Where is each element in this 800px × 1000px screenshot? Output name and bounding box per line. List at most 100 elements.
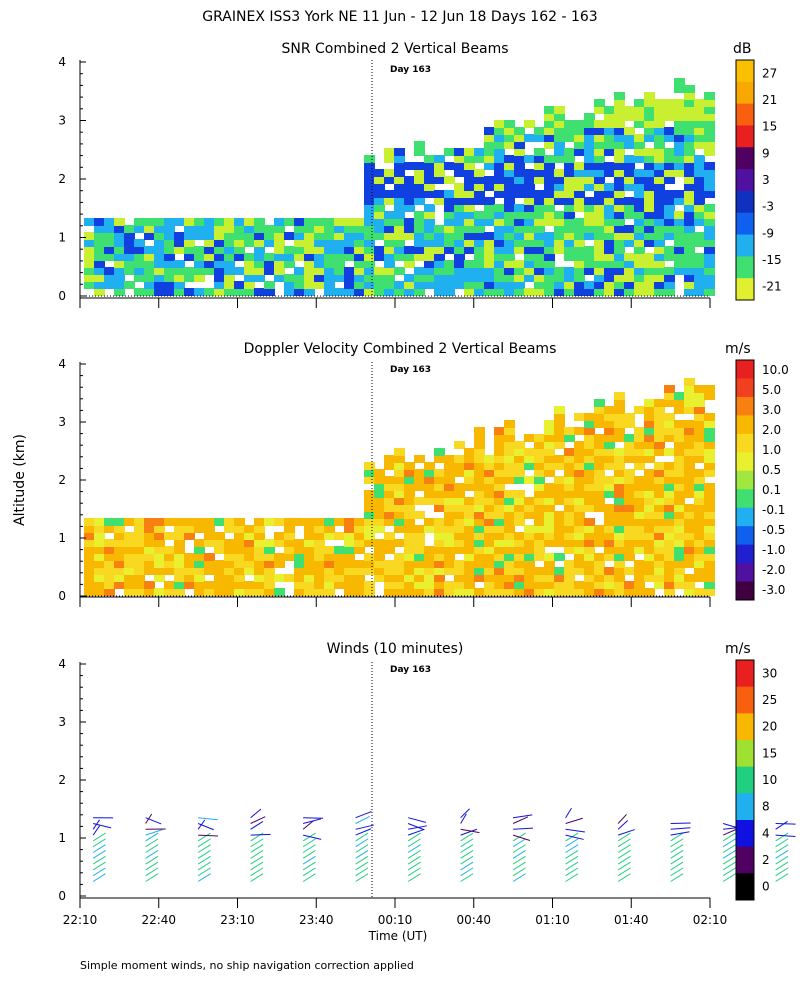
heatmap-cell <box>684 225 695 233</box>
heatmap-cell <box>604 225 615 233</box>
heatmap-cell <box>234 253 245 261</box>
heatmap-cell <box>674 420 685 428</box>
heatmap-cell <box>314 267 325 275</box>
heatmap-cell <box>584 413 595 421</box>
wind-barb <box>302 855 316 865</box>
colorbar-tick-label: -3 <box>762 200 774 214</box>
heatmap-cell <box>644 560 655 568</box>
heatmap-cell <box>394 267 405 275</box>
y-tick-label: 2 <box>58 172 66 186</box>
heatmap-cell <box>454 525 465 533</box>
heatmap-cell <box>474 274 485 282</box>
heatmap-cell <box>524 211 535 219</box>
heatmap-cell <box>644 155 655 163</box>
wind-barb <box>407 844 421 853</box>
heatmap-cell <box>534 518 545 526</box>
heatmap-cell <box>474 211 485 219</box>
heatmap-cell <box>684 427 695 435</box>
heatmap-cell <box>494 127 505 135</box>
heatmap-cell <box>314 539 325 547</box>
heatmap-cell <box>84 553 95 561</box>
heatmap-cell <box>694 420 705 428</box>
winds-colorbar-unit: m/s <box>725 641 751 657</box>
heatmap-cell <box>84 567 95 575</box>
wind-barb <box>460 850 474 859</box>
heatmap-cell <box>504 267 515 275</box>
heatmap-cell <box>94 567 105 575</box>
heatmap-cell <box>664 483 675 491</box>
heatmap-cell <box>494 553 505 561</box>
heatmap-cell <box>84 281 95 289</box>
heatmap-cell <box>164 274 175 282</box>
heatmap-cell <box>474 511 485 519</box>
heatmap-cell <box>384 581 395 589</box>
heatmap-cell <box>224 274 235 282</box>
heatmap-cell <box>494 518 505 526</box>
heatmap-cell <box>644 511 655 519</box>
heatmap-cell <box>684 553 695 561</box>
heatmap-cell <box>234 281 245 289</box>
colorbar-swatch <box>736 278 754 301</box>
heatmap-cell <box>84 539 95 547</box>
heatmap-cell <box>664 385 675 393</box>
heatmap-cell <box>184 581 195 589</box>
heatmap-cell <box>684 581 695 589</box>
heatmap-cell <box>414 246 425 254</box>
heatmap-cell <box>114 232 125 240</box>
heatmap-cell <box>334 246 345 254</box>
heatmap-cell <box>654 553 665 561</box>
heatmap-cell <box>454 162 465 170</box>
heatmap-cell <box>494 141 505 149</box>
heatmap-cell <box>684 253 695 261</box>
heatmap-cell <box>624 546 635 554</box>
heatmap-cell <box>514 448 525 456</box>
heatmap-cell <box>564 288 575 296</box>
heatmap-cell <box>194 525 205 533</box>
colorbar-tick-label: 3 <box>762 173 770 187</box>
heatmap-cell <box>294 274 305 282</box>
heatmap-cell <box>604 127 615 135</box>
heatmap-cell <box>594 574 605 582</box>
heatmap-cell <box>314 525 325 533</box>
heatmap-cell <box>624 176 635 184</box>
heatmap-cell <box>584 462 595 470</box>
colorbar-swatch <box>736 125 754 148</box>
wind-barb <box>250 816 266 824</box>
heatmap-cell <box>94 274 105 282</box>
heatmap-cell <box>464 574 475 582</box>
heatmap-cell <box>634 176 645 184</box>
heatmap-cell <box>344 267 355 275</box>
heatmap-cell <box>364 288 375 296</box>
heatmap-cell <box>154 218 165 226</box>
heatmap-cell <box>174 553 185 561</box>
heatmap-cell <box>134 546 145 554</box>
colorbar-tick-label: 8 <box>762 800 770 814</box>
heatmap-cell <box>624 225 635 233</box>
heatmap-cell <box>294 288 305 296</box>
heatmap-cell <box>404 525 415 533</box>
heatmap-cell <box>384 532 395 540</box>
heatmap-cell <box>444 246 455 254</box>
heatmap-cell <box>164 281 175 289</box>
heatmap-cell <box>684 120 695 128</box>
heatmap-cell <box>654 120 665 128</box>
heatmap-cell <box>334 267 345 275</box>
wind-barb <box>565 855 579 865</box>
heatmap-cell <box>564 239 575 247</box>
heatmap-cell <box>654 267 665 275</box>
heatmap-cell <box>484 134 495 142</box>
heatmap-cell <box>374 267 385 275</box>
wind-barb <box>93 823 112 829</box>
heatmap-cell <box>104 225 115 233</box>
heatmap-cell <box>364 274 375 282</box>
heatmap-cell <box>654 288 665 296</box>
heatmap-cell <box>684 588 695 596</box>
wind-barb <box>198 817 218 821</box>
wind-barb <box>512 855 526 865</box>
heatmap-cell <box>464 148 475 156</box>
heatmap-cell <box>574 504 585 512</box>
heatmap-cell <box>544 560 555 568</box>
heatmap-cell <box>334 239 345 247</box>
heatmap-cell <box>564 518 575 526</box>
heatmap-cell <box>394 511 405 519</box>
